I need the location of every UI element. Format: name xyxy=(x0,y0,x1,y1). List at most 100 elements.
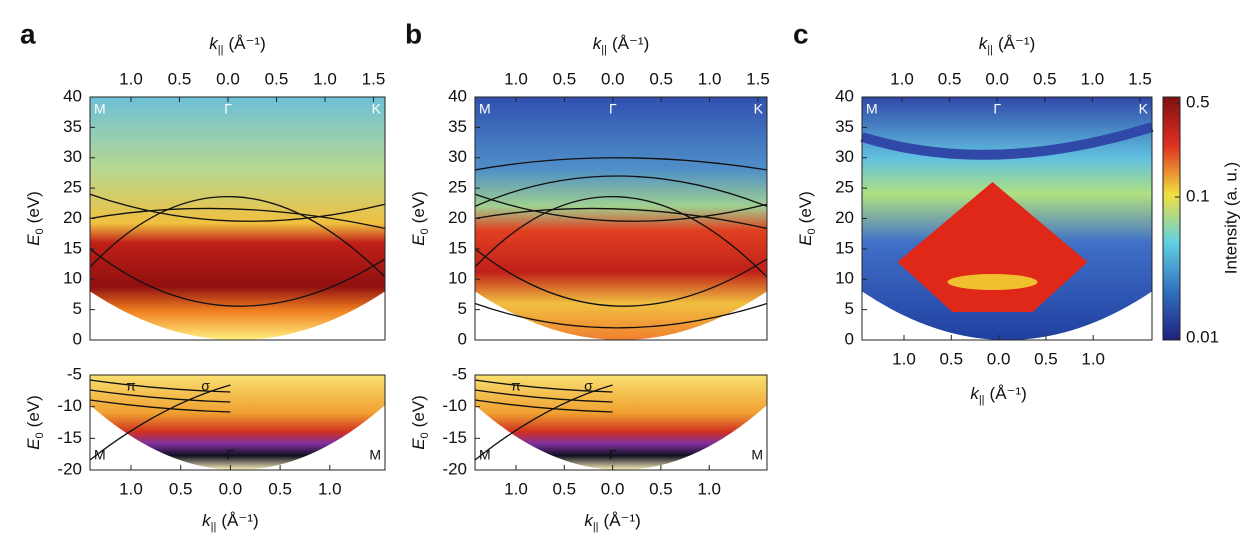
symmetry-point: M xyxy=(751,447,763,463)
x-tick-label: 0.5 xyxy=(939,349,963,368)
y-tick-label: 20 xyxy=(835,208,854,227)
x-tick-label: 1.0 xyxy=(698,69,722,88)
symmetry-point: K xyxy=(1139,101,1149,117)
axis-subscript: || xyxy=(601,44,607,56)
panel-letter: c xyxy=(793,18,809,49)
x-tick-label: 1.0 xyxy=(119,479,143,498)
axis-subscript: 0 xyxy=(806,228,818,234)
y-tick-label: -10 xyxy=(57,396,82,415)
axis-symbol: k xyxy=(202,511,212,530)
x-tick-label: 0.5 xyxy=(265,69,289,88)
axis-unit: (Å⁻¹) xyxy=(221,511,258,530)
y-tick-label: -10 xyxy=(442,396,467,415)
symmetry-point: Γ xyxy=(993,101,1001,117)
x-axis-title: k|| (Å⁻¹) xyxy=(970,384,1027,405)
band-curve xyxy=(474,175,768,207)
x-tick-label: 1.0 xyxy=(1081,69,1105,88)
axis-symbol: E xyxy=(409,438,428,450)
x-tick-label: 0.5 xyxy=(169,479,193,498)
x-axis-title: k|| (Å⁻¹) xyxy=(584,511,641,532)
axis-symbol: E xyxy=(796,234,815,246)
y-tick-label: -15 xyxy=(442,428,467,447)
x-tick-label: 0.5 xyxy=(553,69,577,88)
x-tick-label: 0.5 xyxy=(552,479,576,498)
x-tick-label: 1.0 xyxy=(504,69,528,88)
y-tick-label: 40 xyxy=(63,86,82,105)
y-tick-label: 30 xyxy=(448,147,467,166)
x-tick-label: 0.5 xyxy=(649,479,673,498)
axis-subscript: || xyxy=(979,394,985,406)
y-axis-title: E0 (eV) xyxy=(24,191,45,246)
x-tick-label: 1.0 xyxy=(697,479,721,498)
band-curve xyxy=(89,196,386,278)
axis-unit: (Å⁻¹) xyxy=(998,34,1035,53)
x-tick-label: 0.5 xyxy=(938,69,962,88)
x-tick-label: 1.0 xyxy=(119,69,143,88)
band-curve xyxy=(474,157,768,171)
x-tick-label: 0.0 xyxy=(985,69,1009,88)
x-tick-label: 1.0 xyxy=(890,69,914,88)
band-curve xyxy=(474,196,768,278)
y-tick-label: 5 xyxy=(458,299,467,318)
symmetry-point: Γ xyxy=(609,447,617,463)
data-boundary xyxy=(475,291,767,340)
band-curve xyxy=(89,399,231,413)
colorbar-tick-label: 0.5 xyxy=(1186,92,1210,111)
y-tick-label: 15 xyxy=(63,238,82,257)
x-tick-label: 1.0 xyxy=(313,69,337,88)
axis-unit: (eV) xyxy=(409,395,428,427)
y-tick-label: 40 xyxy=(835,86,854,105)
symmetry-point: M xyxy=(369,447,381,463)
x-tick-label: 0.0 xyxy=(987,349,1011,368)
y-axis-title: E0 (eV) xyxy=(796,191,817,246)
band-label: π xyxy=(511,378,521,394)
y-tick-label: 25 xyxy=(63,178,82,197)
y-tick-label: 20 xyxy=(63,208,82,227)
axis-symbol: k xyxy=(209,34,219,53)
y-tick-label: 40 xyxy=(448,86,467,105)
y-tick-label: 10 xyxy=(448,269,467,288)
y-tick-label: 10 xyxy=(63,269,82,288)
y-tick-label: 15 xyxy=(448,238,467,257)
symmetry-point: Γ xyxy=(609,101,617,117)
x-axis-title: k|| (Å⁻¹) xyxy=(202,511,259,532)
y-tick-label: 0 xyxy=(458,329,467,348)
band-curve xyxy=(89,193,386,222)
x-tick-label: 0.5 xyxy=(268,479,292,498)
symmetry-point: K xyxy=(372,101,382,117)
band-curve xyxy=(89,384,231,461)
x-tick-label: 0.5 xyxy=(649,69,673,88)
band-curve xyxy=(474,384,613,461)
axis-unit: (eV) xyxy=(24,191,43,223)
band-curve xyxy=(89,248,386,307)
band-curve xyxy=(89,379,231,393)
axis-unit: (eV) xyxy=(409,191,428,223)
data-boundary xyxy=(90,291,385,340)
x-tick-label: 0.0 xyxy=(216,69,240,88)
symmetry-point: M xyxy=(479,447,491,463)
symmetry-point: M xyxy=(94,101,106,117)
axis-symbol: k xyxy=(970,384,980,403)
axis-unit: (Å⁻¹) xyxy=(228,34,265,53)
band-label: σ xyxy=(201,378,210,394)
band-curve xyxy=(474,207,768,230)
x-tick-label: 0.0 xyxy=(601,69,625,88)
axis-unit: (eV) xyxy=(24,395,43,427)
axis-symbol: E xyxy=(24,438,43,450)
x-tick-label: 0.5 xyxy=(1033,69,1057,88)
band-curve xyxy=(474,399,613,413)
x-tick-label: 0.5 xyxy=(168,69,192,88)
x-tick-label: 1.5 xyxy=(362,69,386,88)
panel-letter: a xyxy=(20,18,36,49)
data-boundary xyxy=(475,405,767,470)
x-axis-title: k|| (Å⁻¹) xyxy=(209,34,266,55)
axis-subscript: || xyxy=(211,521,217,533)
band-label: σ xyxy=(584,378,593,394)
plot-frame xyxy=(89,374,386,471)
heatmap-feature xyxy=(947,274,1038,290)
y-axis-title: E0 (eV) xyxy=(409,395,430,450)
colorbar-title: Intensity (a. u.) xyxy=(1221,162,1240,274)
x-tick-label: 1.0 xyxy=(318,479,342,498)
axis-subscript: || xyxy=(987,44,993,56)
